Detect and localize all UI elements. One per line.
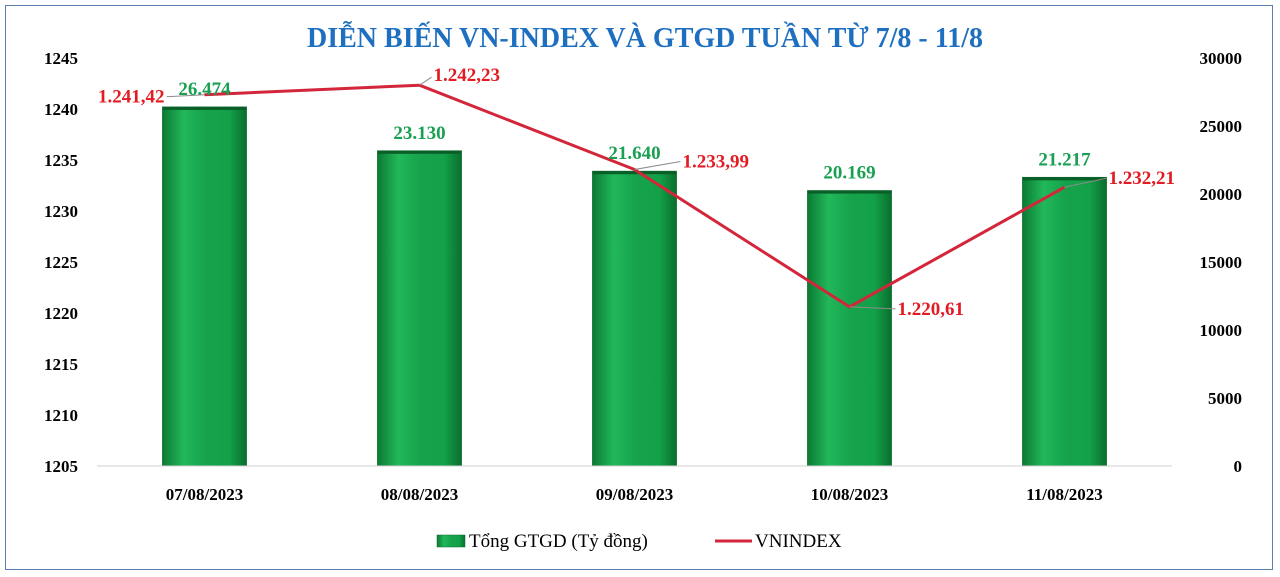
vnindex-value-label: 1.241,42	[98, 87, 165, 108]
legend-bar-swatch	[436, 534, 466, 548]
right-axis-tick: 20000	[1200, 185, 1243, 204]
vnindex-value-label: 1.242,23	[434, 65, 501, 86]
bar	[592, 170, 677, 467]
leader-line	[1064, 177, 1107, 188]
category-label: 11/08/2023	[1026, 485, 1103, 504]
bar-value-label: 20.169	[823, 163, 875, 184]
bar-value-label: 23.130	[393, 123, 445, 144]
left-axis-tick: 1225	[44, 253, 78, 272]
right-axis-tick: 10000	[1200, 321, 1243, 340]
vnindex-value-label: 1.233,99	[683, 152, 750, 173]
right-axis-tick: 30000	[1200, 49, 1243, 68]
right-axis-tick: 0	[1234, 457, 1243, 476]
left-axis-tick: 1210	[44, 406, 78, 425]
bar	[1022, 176, 1107, 467]
leader-line	[849, 306, 896, 310]
bar-top-edge	[807, 190, 892, 194]
bar-value-label: 21.217	[1038, 149, 1091, 170]
legend-bar-label: Tổng GTGD (Tỷ đồng)	[469, 531, 648, 552]
left-axis-tick: 1235	[44, 151, 78, 170]
leader-line	[419, 76, 432, 86]
right-axis-tick: 15000	[1200, 253, 1243, 272]
bar	[162, 106, 247, 467]
bar-top-edge	[377, 150, 462, 154]
chart-title: DIỄN BIẾN VN-INDEX VÀ GTGD TUẦN TỪ 7/8 -…	[307, 22, 983, 54]
category-label: 07/08/2023	[166, 485, 243, 504]
left-axis-tick: 1220	[44, 304, 78, 323]
left-axis-tick: 1205	[44, 457, 78, 476]
right-axis-tick: 25000	[1200, 117, 1243, 136]
left-axis-tick: 1215	[44, 355, 78, 374]
bar-top-edge	[592, 171, 677, 175]
bar	[377, 150, 462, 467]
right-axis-tick: 5000	[1208, 389, 1242, 408]
bar-value-label: 26.474	[178, 79, 231, 100]
category-label: 10/08/2023	[811, 485, 888, 504]
bar	[807, 190, 892, 467]
legend-line-label: VNINDEX	[755, 531, 842, 552]
category-label: 09/08/2023	[596, 485, 673, 504]
left-axis-tick: 1245	[44, 49, 78, 68]
left-axis-tick: 1230	[44, 202, 78, 221]
bar-value-label: 21.640	[608, 143, 660, 164]
bar-top-edge	[1022, 177, 1107, 181]
vnindex-value-label: 1.220,61	[898, 299, 965, 320]
left-axis-tick: 1240	[44, 100, 78, 119]
leader-line	[634, 161, 681, 171]
vnindex-value-label: 1.232,21	[1109, 168, 1176, 189]
category-label: 08/08/2023	[381, 485, 458, 504]
leader-line	[166, 94, 205, 98]
bar-top-edge	[162, 106, 247, 110]
legend: Tổng GTGD (Tỷ đồng) VNINDEX	[436, 531, 842, 552]
